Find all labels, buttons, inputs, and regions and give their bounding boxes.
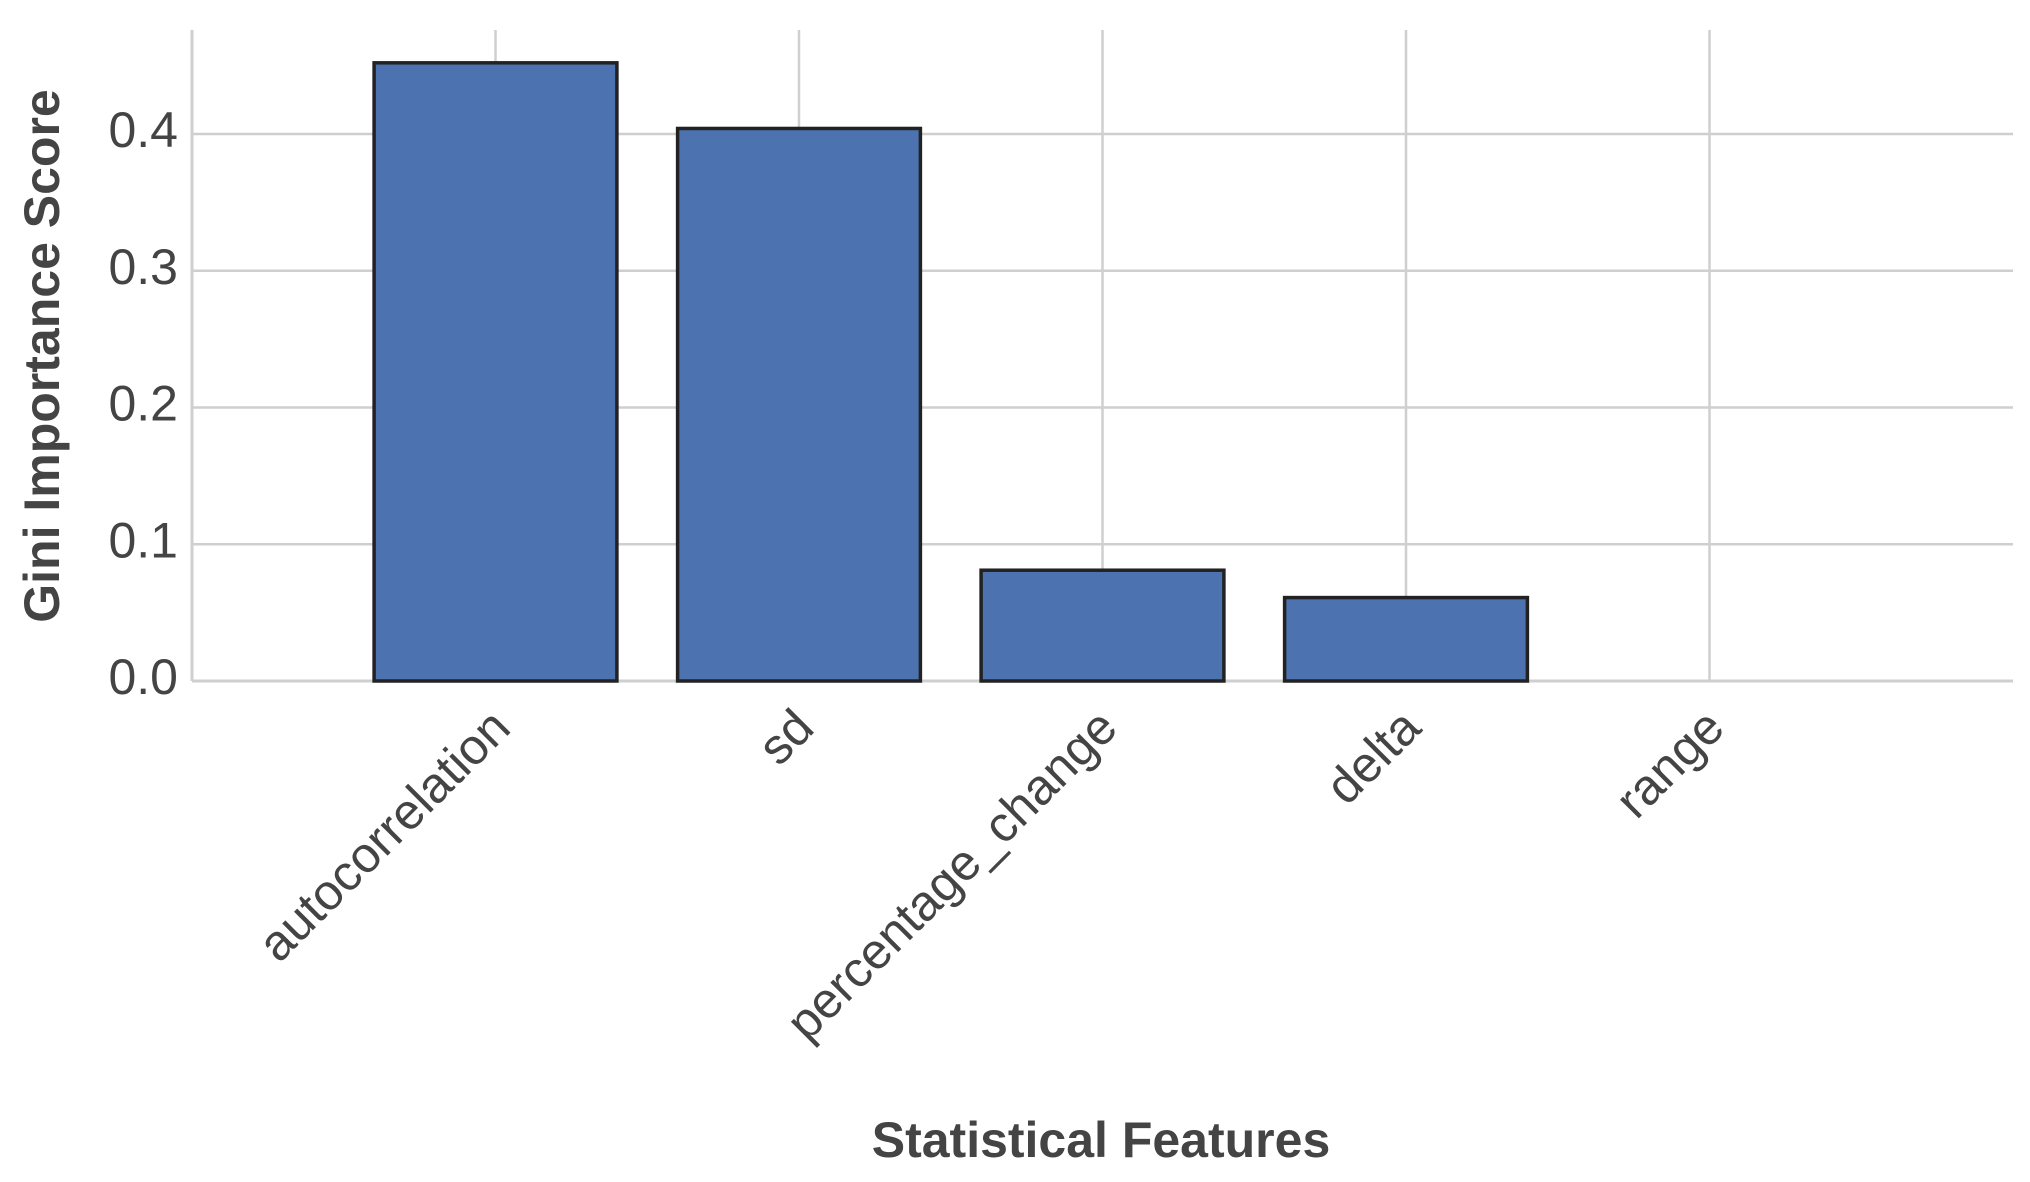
bar [675, 126, 923, 683]
y-tick-label: 0.3 [108, 239, 178, 295]
y-tick-label: 0.1 [108, 512, 178, 568]
x-tick-label: range [1605, 699, 1735, 829]
x-tick-label: autocorrelation [247, 699, 520, 972]
x-axis-title: Statistical Features [872, 1112, 1331, 1168]
y-tick-label: 0.0 [108, 649, 178, 705]
y-axis-title: Gini Importance Score [14, 89, 70, 622]
bar [979, 568, 1226, 683]
bar [372, 61, 619, 683]
y-tick-label: 0.2 [108, 376, 178, 432]
x-tick-label: delta [1315, 698, 1431, 814]
bar [1282, 595, 1530, 683]
x-tick-label: sd [747, 699, 824, 776]
x-tick-label: percentage_change [775, 699, 1127, 1051]
y-tick-label: 0.4 [108, 102, 178, 158]
